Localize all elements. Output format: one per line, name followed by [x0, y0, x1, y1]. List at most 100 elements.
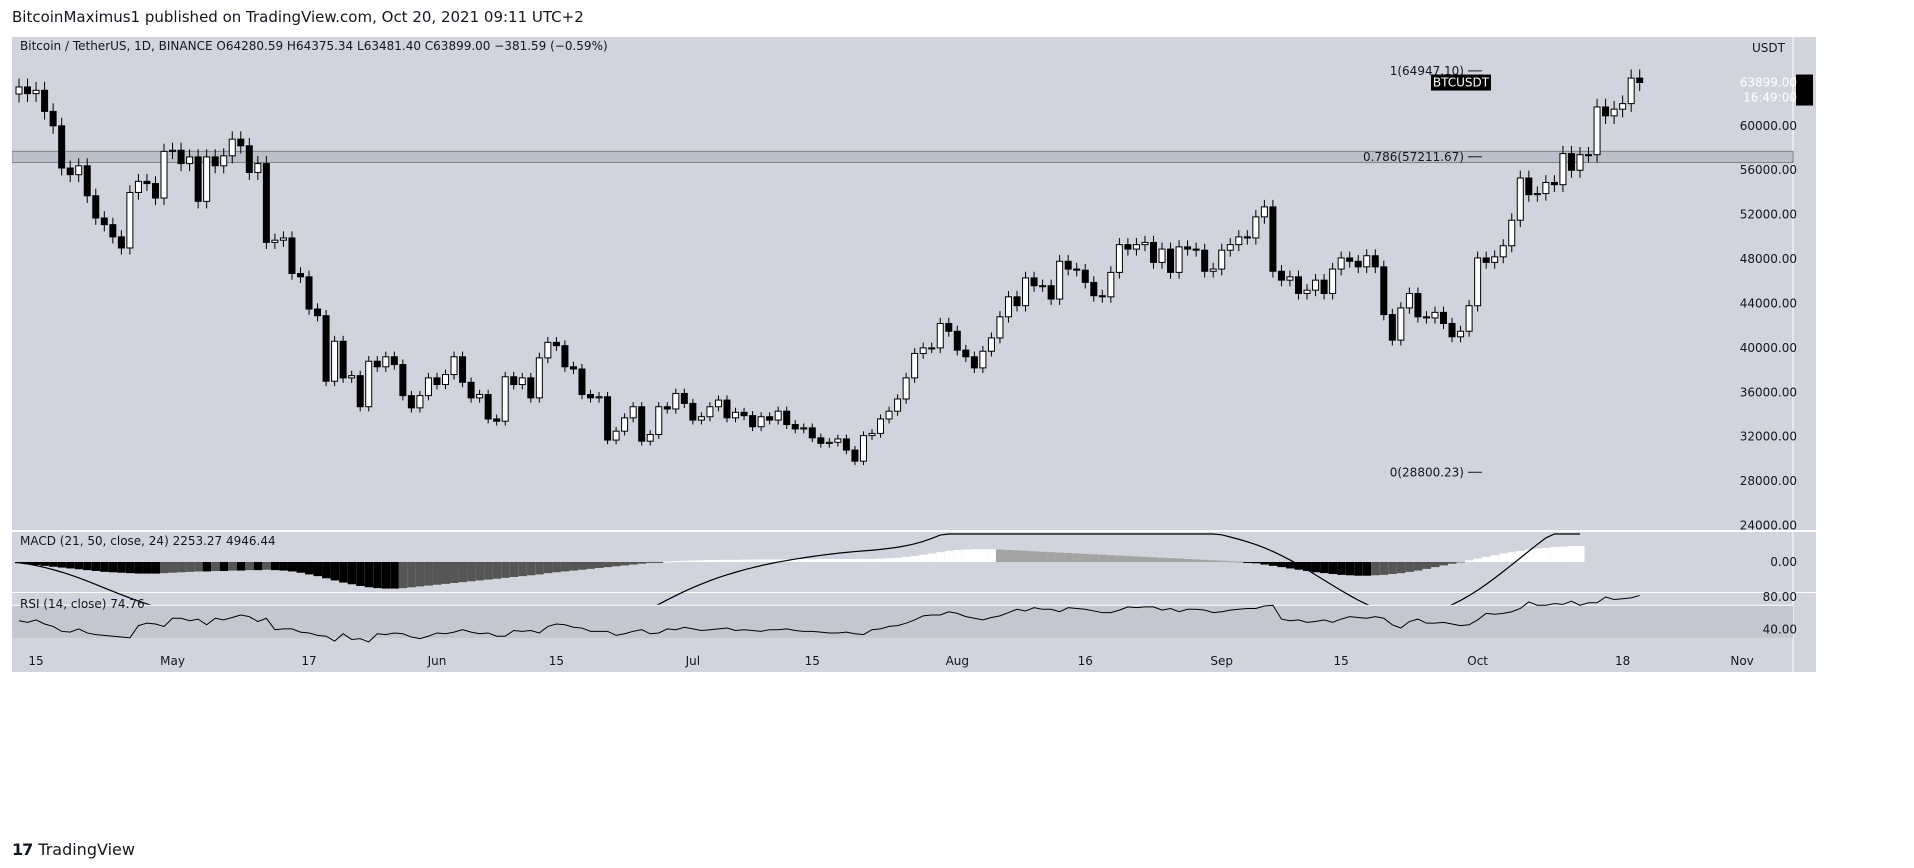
candle-body — [868, 432, 876, 437]
tradingview-footer[interactable]: 17 TradingView — [12, 840, 135, 859]
candle-body — [407, 395, 415, 409]
macd-histogram-bar — [151, 562, 160, 574]
macd-histogram-bar — [450, 562, 459, 583]
macd-histogram-bar — [83, 562, 92, 571]
chart-svg[interactable]: 1(64947.10) 0.786(57211.67) 0(28800.23) 600… — [12, 37, 1816, 790]
candle-body — [1431, 311, 1439, 319]
macd-histogram-bar — [1499, 553, 1508, 562]
candle-body — [544, 341, 552, 359]
candles — [15, 69, 1644, 466]
candle-body — [894, 398, 902, 412]
macd-histogram-bar — [1260, 562, 1269, 565]
published-header: BitcoinMaximus1 published on TradingView… — [12, 8, 584, 26]
candle-body — [953, 330, 961, 351]
candle-body — [254, 163, 262, 173]
candle-body — [1380, 266, 1388, 316]
macd-histogram-bar — [697, 560, 706, 562]
candle-body — [723, 399, 731, 419]
time-tick-label: 15 — [28, 654, 43, 668]
macd-histogram-bar — [1550, 547, 1559, 562]
candle-body — [1277, 270, 1285, 281]
candle-body — [766, 416, 774, 421]
macd-histogram-bar — [1226, 561, 1235, 563]
candle-body — [220, 155, 228, 167]
candle-body — [296, 273, 304, 278]
candle-body — [237, 138, 245, 147]
macd-histogram-bar — [262, 562, 271, 570]
candle-body — [936, 322, 944, 349]
candle-body — [1286, 276, 1294, 281]
macd-histogram-bar — [398, 562, 408, 589]
candle-body — [467, 381, 475, 399]
candle-body — [75, 165, 83, 176]
candle-body — [1064, 260, 1072, 270]
price-tick-label: 36000.00 — [1740, 385, 1797, 399]
candle-body — [902, 377, 910, 400]
price-tick-label: 60000.00 — [1740, 119, 1797, 133]
candle-body — [834, 438, 842, 443]
macd-histogram-bar — [1482, 556, 1491, 562]
candle-body — [1226, 244, 1234, 251]
macd-histogram-bar — [757, 559, 766, 562]
macd-histogram-bar — [1234, 561, 1244, 563]
candle-body — [501, 376, 509, 422]
price-tick-label: 56000.00 — [1740, 163, 1797, 177]
macd-histogram-bar — [526, 562, 536, 576]
macd-histogram-bar — [91, 562, 101, 571]
candle-body — [1491, 256, 1499, 263]
candle-body — [1422, 316, 1430, 319]
candle-body — [1149, 241, 1157, 263]
candle-body — [928, 347, 936, 350]
main-pane — [12, 37, 1793, 530]
price-tick-label: 40000.00 — [1740, 341, 1797, 355]
macd-histogram-bar — [944, 550, 954, 562]
time-tick-label: 15 — [1334, 654, 1349, 668]
macd-histogram-bar — [765, 559, 775, 562]
macd-histogram-bar — [1183, 559, 1193, 562]
candle-body — [1141, 241, 1149, 246]
tradingview-brand[interactable]: TradingView — [38, 840, 135, 859]
symbol-tag-label: BTCUSDT — [1433, 76, 1490, 90]
rsi-tick-label: 80.00 — [1763, 590, 1797, 604]
candle-body — [1363, 255, 1371, 268]
macd-histogram-bar — [1490, 555, 1500, 562]
macd-histogram-bar — [1362, 562, 1372, 576]
macd-histogram-bar — [1516, 550, 1525, 562]
chart-frame[interactable]: 1(64947.10) 0.786(57211.67) 0(28800.23) 600… — [12, 37, 1816, 790]
macd-histogram-bar — [646, 562, 655, 563]
macd-histogram-bar — [202, 562, 212, 572]
resistance-band — [12, 150, 1794, 163]
macd-histogram-bar — [330, 562, 340, 581]
candle-body — [322, 315, 330, 382]
candle-body — [714, 399, 722, 408]
macd-histogram-bar — [1158, 557, 1167, 562]
macd-histogram-bar — [40, 562, 50, 566]
candle-body — [749, 415, 757, 428]
candle-body — [245, 145, 253, 173]
macd-histogram-bar — [1277, 562, 1286, 568]
candle-body — [279, 237, 287, 241]
macd-histogram-bar — [100, 562, 109, 572]
macd-histogram-bar — [1388, 562, 1397, 574]
candle-body — [1457, 330, 1465, 338]
time-tick-label: 18 — [1615, 654, 1630, 668]
time-tick-label: Oct — [1467, 654, 1488, 668]
candle-body — [331, 340, 339, 382]
macd-histogram-bar — [722, 559, 732, 562]
macd-histogram-bar — [543, 562, 553, 574]
candle-body — [1252, 216, 1260, 239]
candle-body — [1303, 289, 1311, 294]
candle-body — [1030, 277, 1038, 287]
close-value: 63899.00 — [433, 39, 494, 53]
macd-histogram-bar — [458, 562, 468, 583]
macd-histogram-bar — [219, 562, 229, 571]
candle-body — [1482, 257, 1490, 263]
macd-histogram-bar — [910, 556, 920, 562]
macd-histogram-bar — [1166, 558, 1176, 562]
macd-histogram-bar — [885, 558, 894, 562]
macd-histogram-bar — [1558, 546, 1568, 562]
candle-body — [1295, 276, 1302, 294]
candle-body — [885, 410, 893, 420]
macd-histogram-bar — [1106, 555, 1116, 562]
macd-histogram-bar — [953, 550, 962, 562]
